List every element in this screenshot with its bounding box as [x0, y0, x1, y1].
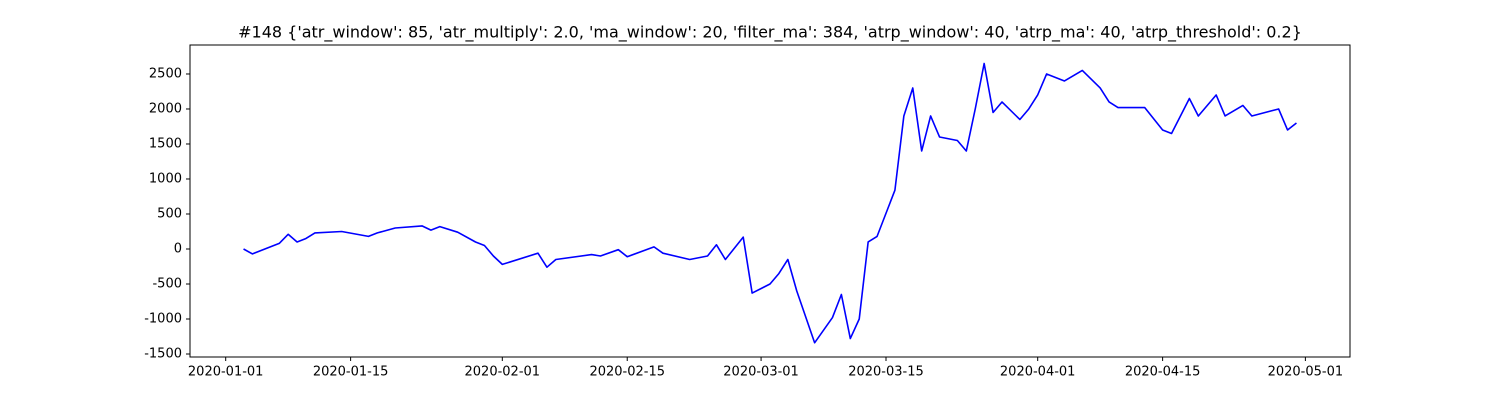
y-tick-label: 1500	[149, 136, 182, 151]
x-tick-label: 2020-05-01	[1268, 365, 1344, 380]
y-tick-label: -1000	[144, 311, 182, 326]
y-tick-label: 2500	[149, 66, 182, 81]
y-tick-label: 500	[157, 206, 182, 221]
y-tick-label: 0	[174, 241, 182, 256]
x-tick-label: 2020-01-15	[313, 365, 389, 380]
y-tick-label: -1500	[144, 346, 182, 361]
plot-frame	[189, 44, 1351, 358]
x-tick-label: 2020-02-01	[465, 365, 541, 380]
x-tick-label: 2020-03-01	[723, 365, 799, 380]
x-tick-label: 2020-01-01	[188, 365, 264, 380]
x-tick-label: 2020-02-15	[589, 365, 665, 380]
y-tick-label: 1000	[149, 171, 182, 186]
y-tick-label: -500	[152, 276, 182, 291]
data-line	[243, 62, 1297, 344]
x-tick-label: 2020-03-15	[848, 365, 924, 380]
x-tick-label: 2020-04-15	[1125, 365, 1201, 380]
x-tick-label: 2020-04-01	[1000, 365, 1076, 380]
y-tick-label: 2000	[149, 101, 182, 116]
chart-title: #148 {'atr_window': 85, 'atr_multiply': …	[238, 23, 1302, 43]
